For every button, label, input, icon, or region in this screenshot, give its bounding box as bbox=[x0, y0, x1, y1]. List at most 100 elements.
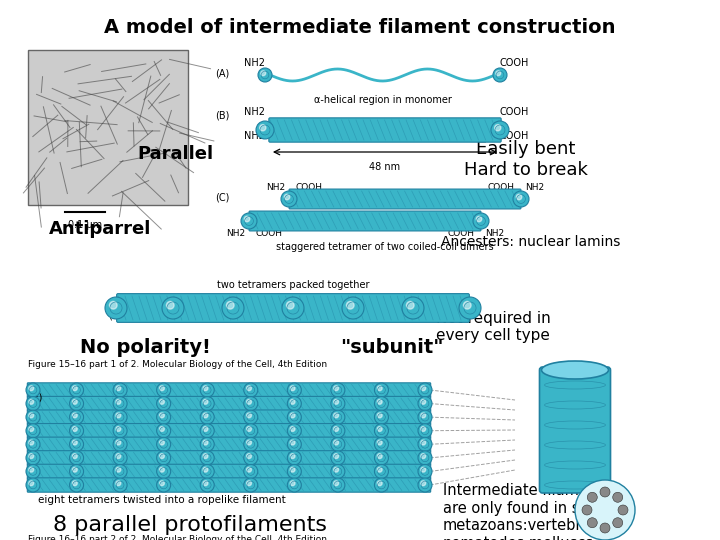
Circle shape bbox=[290, 440, 295, 445]
Text: 48 nm: 48 nm bbox=[369, 162, 400, 172]
Circle shape bbox=[113, 478, 127, 492]
Circle shape bbox=[420, 427, 426, 431]
Circle shape bbox=[244, 478, 258, 492]
Circle shape bbox=[200, 451, 215, 465]
Circle shape bbox=[72, 413, 77, 418]
Circle shape bbox=[374, 478, 389, 492]
Circle shape bbox=[374, 464, 389, 478]
Circle shape bbox=[200, 424, 215, 438]
Circle shape bbox=[246, 481, 251, 485]
Text: Not required in
every cell type: Not required in every cell type bbox=[436, 310, 551, 343]
Circle shape bbox=[260, 125, 266, 131]
Circle shape bbox=[600, 523, 610, 533]
Circle shape bbox=[333, 427, 338, 431]
Circle shape bbox=[26, 383, 40, 397]
Circle shape bbox=[346, 301, 354, 309]
Circle shape bbox=[418, 396, 432, 410]
Circle shape bbox=[246, 386, 251, 391]
Circle shape bbox=[113, 464, 127, 478]
Circle shape bbox=[105, 297, 127, 319]
Circle shape bbox=[26, 478, 40, 492]
Circle shape bbox=[26, 451, 40, 465]
Circle shape bbox=[26, 437, 40, 451]
FancyBboxPatch shape bbox=[27, 451, 431, 465]
Text: staggered tetramer of two coiled-coil dimers: staggered tetramer of two coiled-coil di… bbox=[276, 242, 494, 252]
Circle shape bbox=[374, 437, 389, 451]
Circle shape bbox=[290, 454, 295, 458]
Circle shape bbox=[287, 451, 302, 465]
FancyBboxPatch shape bbox=[27, 410, 431, 424]
Circle shape bbox=[418, 451, 432, 465]
Circle shape bbox=[159, 400, 164, 404]
Circle shape bbox=[244, 464, 258, 478]
Circle shape bbox=[516, 194, 522, 200]
Circle shape bbox=[244, 424, 258, 438]
Ellipse shape bbox=[541, 361, 608, 379]
Circle shape bbox=[109, 301, 117, 309]
Circle shape bbox=[26, 410, 40, 424]
Circle shape bbox=[70, 478, 84, 492]
Circle shape bbox=[377, 427, 382, 431]
Circle shape bbox=[496, 71, 500, 76]
Circle shape bbox=[159, 481, 164, 485]
Circle shape bbox=[513, 191, 529, 207]
Circle shape bbox=[374, 451, 389, 465]
Text: COOH: COOH bbox=[500, 131, 529, 141]
Circle shape bbox=[157, 437, 171, 451]
Text: Ancesters: nuclear lamins: Ancesters: nuclear lamins bbox=[441, 235, 620, 249]
FancyBboxPatch shape bbox=[27, 423, 431, 438]
Text: α-helical region in monomer: α-helical region in monomer bbox=[314, 95, 451, 105]
Circle shape bbox=[29, 467, 34, 472]
Text: NH2: NH2 bbox=[244, 107, 265, 117]
Circle shape bbox=[331, 424, 345, 438]
Circle shape bbox=[70, 451, 84, 465]
Circle shape bbox=[113, 424, 127, 438]
Circle shape bbox=[377, 467, 382, 472]
Circle shape bbox=[70, 437, 84, 451]
Circle shape bbox=[29, 427, 34, 431]
Circle shape bbox=[246, 413, 251, 418]
Text: eight tetramers twisted into a ropelike filament: eight tetramers twisted into a ropelike … bbox=[38, 495, 286, 505]
Circle shape bbox=[420, 413, 426, 418]
Circle shape bbox=[244, 216, 250, 222]
Circle shape bbox=[70, 396, 84, 410]
Circle shape bbox=[331, 410, 345, 424]
Text: (E): (E) bbox=[28, 393, 42, 403]
Circle shape bbox=[287, 437, 302, 451]
Circle shape bbox=[166, 301, 174, 309]
Circle shape bbox=[246, 467, 251, 472]
FancyBboxPatch shape bbox=[539, 367, 611, 493]
Circle shape bbox=[342, 297, 364, 319]
Circle shape bbox=[29, 440, 34, 445]
Text: (D): (D) bbox=[108, 311, 123, 321]
Text: NH2: NH2 bbox=[525, 183, 544, 192]
Circle shape bbox=[72, 400, 77, 404]
Circle shape bbox=[406, 301, 414, 309]
Circle shape bbox=[333, 440, 338, 445]
Circle shape bbox=[72, 467, 77, 472]
Circle shape bbox=[287, 410, 302, 424]
Circle shape bbox=[246, 454, 251, 458]
Circle shape bbox=[246, 400, 251, 404]
Circle shape bbox=[420, 400, 426, 404]
Circle shape bbox=[200, 396, 215, 410]
Circle shape bbox=[287, 478, 302, 492]
Circle shape bbox=[159, 386, 164, 391]
Circle shape bbox=[159, 454, 164, 458]
Circle shape bbox=[374, 410, 389, 424]
Circle shape bbox=[582, 505, 592, 515]
Circle shape bbox=[374, 424, 389, 438]
Text: "subunit": "subunit" bbox=[340, 338, 444, 357]
Circle shape bbox=[157, 478, 171, 492]
Circle shape bbox=[200, 383, 215, 397]
FancyBboxPatch shape bbox=[27, 396, 431, 411]
Circle shape bbox=[287, 396, 302, 410]
Circle shape bbox=[418, 464, 432, 478]
Circle shape bbox=[600, 487, 610, 497]
Circle shape bbox=[377, 440, 382, 445]
Circle shape bbox=[241, 213, 257, 229]
Circle shape bbox=[203, 481, 208, 485]
Circle shape bbox=[203, 413, 208, 418]
FancyBboxPatch shape bbox=[269, 118, 501, 142]
Circle shape bbox=[575, 480, 635, 540]
